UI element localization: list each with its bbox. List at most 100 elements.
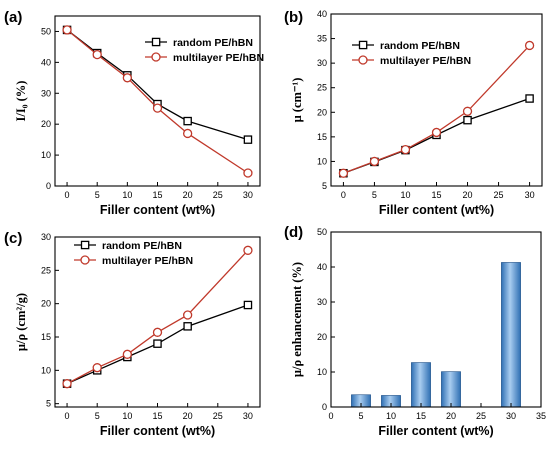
data-point — [92, 49, 102, 60]
x-tick-label: 0 — [65, 411, 70, 421]
x-tick-label: 5 — [372, 190, 377, 200]
legend-entry: multilayer PE/hBN — [74, 255, 193, 267]
data-point — [243, 135, 253, 144]
data-point — [182, 310, 193, 320]
x-tick-label: 30 — [243, 190, 253, 200]
data-point — [338, 168, 349, 178]
y-tick-label: 0 — [322, 402, 327, 412]
y-tick-label: 30 — [41, 88, 51, 98]
x-tick-label: 5 — [358, 411, 363, 421]
data-point — [122, 73, 133, 83]
y-axis-label: I/I₀ (%) — [14, 81, 28, 122]
y-tick-label: 25 — [41, 265, 51, 275]
y-tick-label: 20 — [41, 299, 51, 309]
x-tick-label: 25 — [494, 190, 504, 200]
data-point — [153, 339, 162, 348]
x-tick-label: 15 — [152, 411, 162, 421]
x-tick-label: 15 — [416, 411, 426, 421]
x-tick-label: 20 — [183, 190, 193, 200]
panel-label: (a) — [4, 9, 22, 26]
x-tick-label: 20 — [463, 190, 473, 200]
y-tick-label: 5 — [46, 399, 51, 409]
y-tick-label: 35 — [317, 34, 327, 44]
x-tick-label: 25 — [476, 411, 486, 421]
x-tick-label: 20 — [446, 411, 456, 421]
y-tick-label: 10 — [317, 367, 327, 377]
data-point — [182, 128, 193, 139]
y-tick-label: 0 — [46, 181, 51, 191]
y-axis-label: μ/ρ enhancement (%) — [290, 262, 304, 377]
series-line-multilayer — [343, 45, 531, 174]
legend-entry: multilayer PE/hBN — [145, 52, 264, 64]
data-point — [243, 245, 253, 255]
y-tick-label: 50 — [317, 227, 327, 237]
data-point — [183, 322, 192, 331]
x-tick-label: 0 — [328, 411, 333, 421]
x-tick-label: 10 — [122, 190, 132, 200]
panel-label: (d) — [284, 224, 303, 241]
data-point — [463, 115, 472, 125]
x-axis-label: Filler content (wt%) — [378, 424, 493, 438]
x-tick-label: 30 — [506, 411, 516, 421]
y-axis-label: μ (cm⁻¹) — [290, 78, 304, 123]
y-tick-label: 10 — [41, 150, 51, 160]
data-point — [122, 349, 133, 359]
bar — [411, 362, 431, 408]
y-tick-label: 40 — [41, 57, 51, 67]
x-tick-label: 10 — [386, 411, 396, 421]
x-tick-label: 30 — [243, 411, 253, 421]
x-tick-label: 5 — [95, 190, 100, 200]
y-tick-label: 15 — [317, 132, 327, 142]
series-line-random — [66, 304, 249, 385]
panel-label: (c) — [4, 230, 22, 247]
x-tick-label: 10 — [400, 190, 410, 200]
legend-label: random PE/hBN — [380, 40, 460, 52]
data-point — [152, 103, 163, 113]
legend-label: random PE/hBN — [173, 37, 253, 49]
bar — [501, 262, 521, 408]
y-tick-label: 40 — [317, 9, 327, 19]
y-tick-label: 10 — [317, 156, 327, 166]
x-axis-label: Filler content (wt%) — [100, 203, 215, 217]
x-axis-label: Filler content (wt%) — [100, 424, 215, 438]
legend-marker — [80, 240, 90, 250]
y-tick-label: 50 — [41, 26, 51, 36]
x-tick-label: 20 — [183, 411, 193, 421]
y-tick-label: 40 — [317, 262, 327, 272]
data-point — [92, 363, 102, 373]
panel-c: 0 5 10 15 20 25 30 5 10 15 20 25 30 Filler content (w… — [4, 230, 261, 438]
data-point — [462, 106, 473, 116]
y-tick-label: 25 — [317, 83, 327, 93]
legend-marker — [80, 255, 90, 265]
panel-a: 0 5 10 15 20 25 30 0 10 20 30 40 50 Filler content (w… — [4, 9, 264, 217]
x-tick-label: 15 — [152, 190, 162, 200]
y-tick-label: 20 — [41, 119, 51, 129]
series-line-multilayer — [66, 29, 249, 174]
data-point — [524, 40, 535, 51]
series-line-random — [66, 29, 249, 141]
x-tick-label: 0 — [65, 190, 70, 200]
data-point — [369, 156, 380, 167]
plot-frame — [330, 231, 542, 408]
x-tick-label: 25 — [213, 411, 223, 421]
data-point — [431, 127, 442, 138]
data-point — [152, 327, 163, 337]
legend-marker — [358, 40, 368, 50]
data-point — [62, 379, 72, 389]
data-point — [62, 25, 72, 35]
y-tick-label: 15 — [41, 332, 51, 342]
panel-label: (b) — [284, 9, 303, 26]
y-tick-label: 30 — [41, 232, 51, 242]
legend-marker — [358, 55, 368, 65]
x-tick-label: 5 — [95, 411, 100, 421]
x-tick-label: 0 — [341, 190, 346, 200]
data-point — [525, 94, 534, 103]
legend-entry: random PE/hBN — [352, 40, 460, 52]
x-tick-label: 10 — [122, 411, 132, 421]
y-tick-label: 20 — [317, 107, 327, 117]
legend-label: multilayer PE/hBN — [102, 255, 193, 267]
data-point — [400, 144, 411, 155]
x-tick-label: 35 — [536, 411, 546, 421]
panel-b: 0 5 10 15 20 25 30 5 10 15 20 25 30 35 40 Filler conten… — [284, 9, 543, 217]
